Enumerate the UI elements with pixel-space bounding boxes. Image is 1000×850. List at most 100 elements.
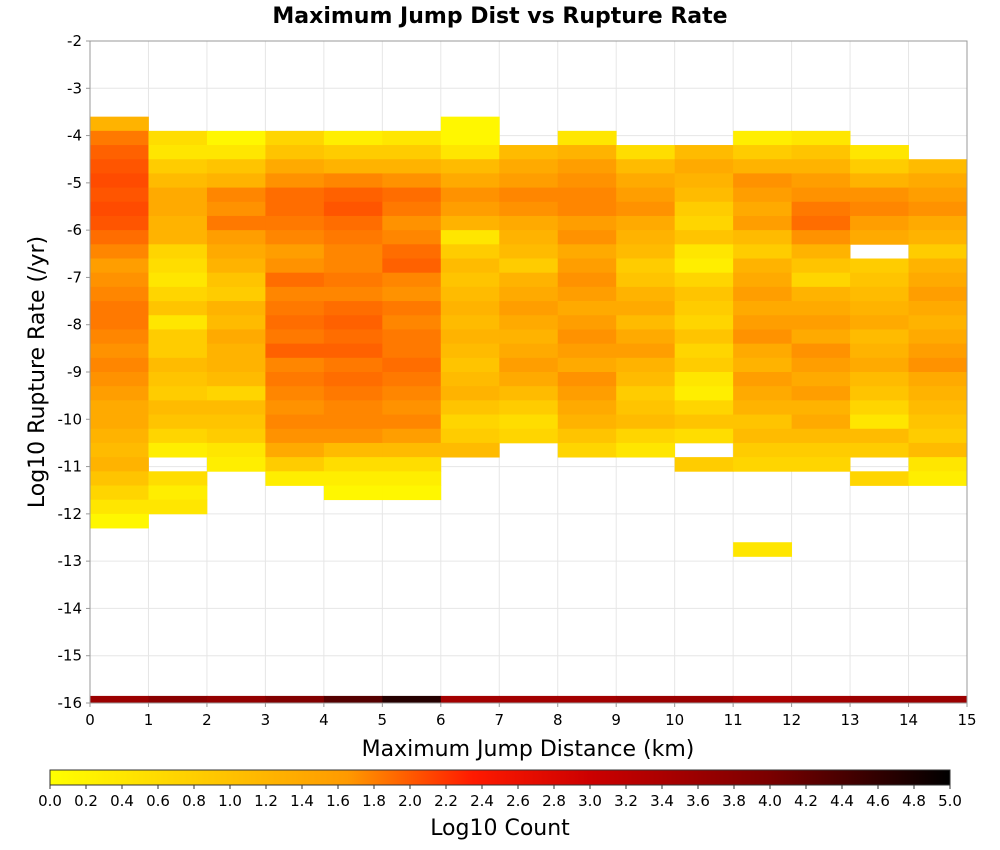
heatmap-cell <box>90 201 149 217</box>
heatmap-cell <box>557 301 617 316</box>
heatmap-cell <box>382 357 442 373</box>
heatmap-cell <box>616 386 676 401</box>
heatmap-cell <box>908 244 968 259</box>
colorbar-tick-label: 4.2 <box>794 792 818 810</box>
colorbar-tick-label: 0.4 <box>110 792 134 810</box>
heatmap-cell <box>733 542 792 557</box>
heatmap-cell <box>323 301 383 316</box>
colorbar-tick-label: 1.2 <box>254 792 278 810</box>
x-tick-label: 6 <box>436 711 446 729</box>
heatmap-cell-bottom <box>440 695 500 703</box>
heatmap-cell <box>908 272 968 288</box>
heatmap-cell-bottom <box>850 695 909 703</box>
heatmap-cell <box>90 329 149 345</box>
colorbar-tick-label: 3.8 <box>722 792 746 810</box>
heatmap-cell <box>90 244 149 259</box>
heatmap-cell <box>440 258 500 274</box>
heatmap-cell <box>265 145 325 160</box>
x-tick-label: 3 <box>261 711 271 729</box>
heatmap-cell <box>733 372 792 387</box>
heatmap-cell <box>323 258 383 274</box>
heatmap-cell <box>850 145 909 160</box>
heatmap-cell <box>323 272 383 288</box>
heatmap-cell <box>499 428 559 444</box>
heatmap-cell <box>499 272 559 288</box>
heatmap-cell <box>265 286 325 302</box>
heatmap-cell <box>557 244 617 259</box>
heatmap-cell <box>733 230 792 245</box>
heatmap-cell <box>206 145 266 160</box>
y-tick-label: -13 <box>58 552 83 570</box>
heatmap-cell <box>733 414 792 430</box>
heatmap-cell <box>90 187 149 203</box>
heatmap-cells <box>90 116 968 703</box>
heatmap-cell <box>382 329 442 345</box>
heatmap-cell-bottom <box>499 695 559 703</box>
heatmap-cell <box>323 130 383 146</box>
heatmap-cell-bottom <box>791 695 851 703</box>
heatmap-cell <box>265 414 325 430</box>
heatmap-cell <box>90 286 149 302</box>
heatmap-cell <box>265 428 325 444</box>
heatmap-cell <box>90 442 149 458</box>
heatmap-cell <box>908 315 968 330</box>
heatmap-cell <box>791 130 851 146</box>
heatmap-cell <box>733 215 792 231</box>
y-axis-ticks: -2 -3 -4 -5 -6 -7 -8 -9 -10 -11 -12 -13 -14 -15 -16 <box>58 32 90 712</box>
y-tick-label: -11 <box>58 458 83 476</box>
heatmap-cell <box>440 329 500 345</box>
heatmap-cell <box>90 215 149 231</box>
x-tick-label: 8 <box>553 711 563 729</box>
heatmap-cell <box>206 428 266 444</box>
heatmap-cell <box>206 244 266 259</box>
heatmap-cell-bottom <box>148 695 208 703</box>
heatmap-cell <box>674 272 734 288</box>
heatmap-cell <box>791 372 851 387</box>
heatmap-cell <box>791 173 851 188</box>
heatmap-cell <box>674 400 734 415</box>
heatmap-cell <box>90 315 149 330</box>
heatmap-cell <box>557 215 617 231</box>
heatmap-cell <box>382 457 442 472</box>
x-tick-label: 0 <box>85 711 95 729</box>
colorbar-tick-label: 2.2 <box>434 792 458 810</box>
heatmap-cell-bottom <box>206 695 266 703</box>
heatmap-cell <box>499 357 559 373</box>
heatmap-cell <box>382 386 442 401</box>
heatmap-cell <box>323 286 383 302</box>
heatmap-cell <box>674 457 734 472</box>
heatmap-cell <box>265 159 325 174</box>
heatmap-cell <box>323 357 383 373</box>
heatmap-cell <box>499 145 559 160</box>
heatmap-cell <box>206 301 266 316</box>
heatmap-cell <box>908 215 968 231</box>
heatmap-cell <box>323 485 383 501</box>
heatmap-cell <box>382 145 442 160</box>
heatmap-cell <box>265 343 325 359</box>
heatmap-cell <box>499 187 559 203</box>
x-tick-label: 10 <box>665 711 684 729</box>
heatmap-cell <box>440 201 500 217</box>
heatmap-cell <box>908 159 968 174</box>
heatmap-cell <box>265 244 325 259</box>
heatmap-cell <box>557 230 617 245</box>
heatmap-cell <box>616 230 676 245</box>
heatmap-cell <box>908 230 968 245</box>
heatmap-cell <box>382 159 442 174</box>
heatmap-cell <box>382 230 442 245</box>
heatmap-cell <box>733 315 792 330</box>
heatmap-cell-bottom <box>323 695 383 703</box>
x-tick-label: 9 <box>611 711 621 729</box>
heatmap-cell <box>90 485 149 501</box>
heatmap-cell <box>733 400 792 415</box>
heatmap-cell <box>674 286 734 302</box>
heatmap-cell <box>499 372 559 387</box>
heatmap-cell <box>908 286 968 302</box>
heatmap-cell <box>382 301 442 316</box>
heatmap-cell <box>616 428 676 444</box>
y-tick-label: -9 <box>67 363 82 381</box>
heatmap-cell <box>90 386 149 401</box>
heatmap-cell <box>440 428 500 444</box>
heatmap-cell <box>616 286 676 302</box>
colorbar-tick-label: 4.0 <box>758 792 782 810</box>
